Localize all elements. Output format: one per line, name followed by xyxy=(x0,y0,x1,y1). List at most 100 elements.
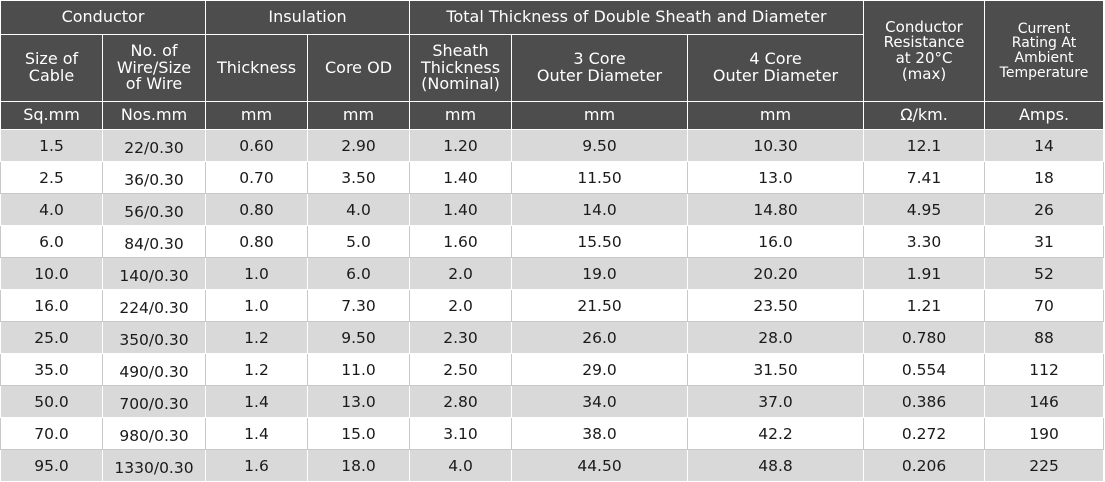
cell-core-od: 3.50 xyxy=(306,161,411,194)
cell-od3: 29.0 xyxy=(511,353,689,386)
cell-od3: 14.0 xyxy=(511,193,689,226)
cell-od4: 48.8 xyxy=(687,449,865,482)
header-sheath-line: Sheath xyxy=(432,40,489,60)
table-row: 10.0 140/0.30 1.0 6.0 2.0 19.0 20.20 1.91 52 xyxy=(0,257,1105,290)
header-rating-line: Rating At xyxy=(1011,35,1077,52)
header-3-core-od: 3 Core Outer Diameter xyxy=(511,34,689,102)
cell-resistance: 0.554 xyxy=(863,353,986,386)
header-resistance-line: (max) xyxy=(901,64,947,83)
cell-core-od: 4.0 xyxy=(306,193,411,226)
header-od4-line: Outer Diameter xyxy=(712,66,839,85)
cell-core-od: 11.0 xyxy=(306,353,411,386)
cell-size: 2.5 xyxy=(0,161,103,194)
unit-wire: Nos.mm xyxy=(102,101,206,130)
cell-wire: 1330/0.30 xyxy=(102,449,206,482)
cell-sheath-thickness: 1.40 xyxy=(409,161,513,194)
cell-sheath-thickness: 2.80 xyxy=(409,385,513,418)
cell-resistance: 0.272 xyxy=(863,417,986,450)
unit-od3: mm xyxy=(511,101,689,130)
cell-thickness: 1.4 xyxy=(205,417,308,450)
cell-rating: 18 xyxy=(984,161,1105,194)
header-sheath-line: (Nominal) xyxy=(421,74,500,94)
cell-od4: 23.50 xyxy=(687,289,865,322)
table-row: 25.0 350/0.30 1.2 9.50 2.30 26.0 28.0 0.780 88 xyxy=(0,321,1105,354)
cell-od4: 31.50 xyxy=(687,353,865,386)
cell-od3: 21.50 xyxy=(511,289,689,322)
unit-core-od: mm xyxy=(306,101,411,130)
unit-sheath-thickness: mm xyxy=(409,101,513,130)
unit-thickness: mm xyxy=(205,101,308,130)
cell-size: 16.0 xyxy=(0,289,103,322)
cell-wire: 84/0.30 xyxy=(102,225,206,258)
header-rating-line: Temperature xyxy=(999,64,1089,81)
cell-od4: 16.0 xyxy=(687,225,865,258)
cell-thickness: 1.0 xyxy=(205,289,308,322)
table-row: 95.0 1330/0.30 1.6 18.0 4.0 44.50 48.8 0.206 225 xyxy=(0,449,1105,482)
header-rating-line: Current xyxy=(1017,20,1071,37)
cell-wire: 350/0.30 xyxy=(102,321,206,354)
cell-sheath-thickness: 1.40 xyxy=(409,193,513,226)
cell-wire: 700/0.30 xyxy=(102,385,206,418)
header-resistance-line: Conductor xyxy=(885,17,963,36)
cell-size: 70.0 xyxy=(0,417,103,450)
unit-size: Sq.mm xyxy=(0,101,103,130)
header-sheath-thickness: Sheath Thickness (Nominal) xyxy=(409,34,513,102)
cell-wire: 980/0.30 xyxy=(102,417,206,450)
cell-thickness: 0.80 xyxy=(205,193,308,226)
header-size-line: Size of xyxy=(24,49,79,69)
cell-od3: 15.50 xyxy=(511,225,689,258)
table-row: 4.0 56/0.30 0.80 4.0 1.40 14.0 14.80 4.95 26 xyxy=(0,193,1105,226)
header-wire-line: of Wire xyxy=(125,74,183,94)
unit-resistance: Ω/km. xyxy=(863,101,986,130)
cell-core-od: 15.0 xyxy=(306,417,411,450)
cell-resistance: 4.95 xyxy=(863,193,986,226)
header-resistance-line: Resistance xyxy=(883,33,965,52)
cell-od4: 13.0 xyxy=(687,161,865,194)
header-od4-line: 4 Core xyxy=(749,49,802,69)
cell-size: 25.0 xyxy=(0,321,103,354)
cell-od3: 19.0 xyxy=(511,257,689,290)
unit-rating: Amps. xyxy=(984,101,1105,130)
cell-size: 6.0 xyxy=(0,225,103,258)
header-thickness: Thickness xyxy=(205,34,308,102)
cell-resistance: 3.30 xyxy=(863,225,986,258)
cell-resistance: 7.41 xyxy=(863,161,986,194)
cell-od4: 28.0 xyxy=(687,321,865,354)
header-od3-line: 3 Core xyxy=(573,49,626,69)
header-current-rating: Current Rating At Ambient Temperature xyxy=(984,0,1105,102)
cell-od4: 37.0 xyxy=(687,385,865,418)
cell-wire: 490/0.30 xyxy=(102,353,206,386)
cell-core-od: 6.0 xyxy=(306,257,411,290)
cell-size: 4.0 xyxy=(0,193,103,226)
cell-core-od: 5.0 xyxy=(306,225,411,258)
cell-wire: 140/0.30 xyxy=(102,257,206,290)
cell-resistance: 0.206 xyxy=(863,449,986,482)
header-4-core-od: 4 Core Outer Diameter xyxy=(687,34,865,102)
header-wire-line: Wire/Size xyxy=(116,57,192,77)
table-row: 35.0 490/0.30 1.2 11.0 2.50 29.0 31.50 0.554 112 xyxy=(0,353,1105,386)
header-core-od: Core OD xyxy=(306,34,411,102)
cell-wire: 36/0.30 xyxy=(102,161,206,194)
cell-od3: 44.50 xyxy=(511,449,689,482)
table-row: 6.0 84/0.30 0.80 5.0 1.60 15.50 16.0 3.30 31 xyxy=(0,225,1105,258)
cell-core-od: 18.0 xyxy=(306,449,411,482)
cell-thickness: 1.6 xyxy=(205,449,308,482)
cell-sheath-thickness: 1.60 xyxy=(409,225,513,258)
cell-rating: 88 xyxy=(984,321,1105,354)
cell-rating: 225 xyxy=(984,449,1105,482)
cell-sheath-thickness: 2.0 xyxy=(409,257,513,290)
cell-resistance: 12.1 xyxy=(863,129,986,162)
unit-od4: mm xyxy=(687,101,865,130)
table-row: 70.0 980/0.30 1.4 15.0 3.10 38.0 42.2 0.272 190 xyxy=(0,417,1105,450)
table-row: 16.0 224/0.30 1.0 7.30 2.0 21.50 23.50 1.21 70 xyxy=(0,289,1105,322)
cell-thickness: 0.80 xyxy=(205,225,308,258)
cell-resistance: 0.386 xyxy=(863,385,986,418)
table-row: 50.0 700/0.30 1.4 13.0 2.80 34.0 37.0 0.386 146 xyxy=(0,385,1105,418)
cell-od3: 34.0 xyxy=(511,385,689,418)
cell-sheath-thickness: 2.50 xyxy=(409,353,513,386)
header-od3-line: Outer Diameter xyxy=(536,66,663,85)
header-wire-size: No. of Wire/Size of Wire xyxy=(102,34,206,102)
table-row: 1.5 22/0.30 0.60 2.90 1.20 9.50 10.30 12.1 14 xyxy=(0,129,1105,162)
header-size-of-cable: Size of Cable xyxy=(0,34,103,102)
